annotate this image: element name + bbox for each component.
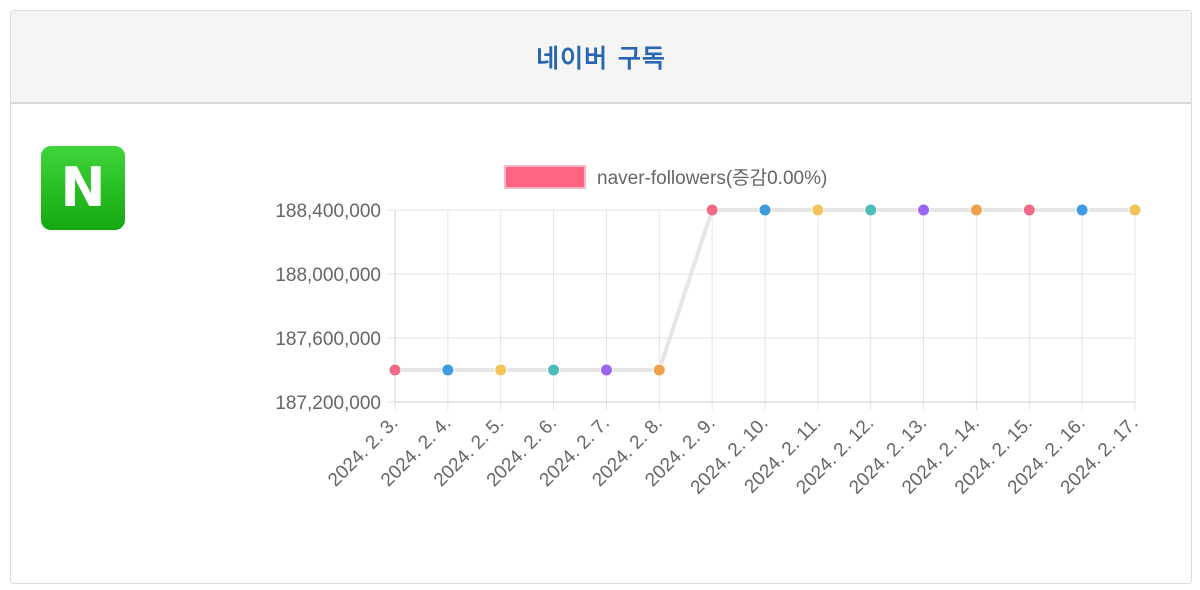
data-point	[811, 203, 825, 217]
y-tick-label: 188,000,000	[275, 265, 381, 286]
data-point	[705, 203, 719, 217]
card-title: 네이버 구독	[536, 43, 666, 73]
data-point	[547, 363, 561, 377]
data-point	[917, 203, 931, 217]
data-point	[864, 203, 878, 217]
data-point	[1128, 203, 1142, 217]
y-tick-label: 187,200,000	[275, 393, 381, 414]
chart-card: 네이버 구독 N	[10, 10, 1192, 584]
card-header: 네이버 구독	[11, 11, 1191, 104]
data-point	[388, 363, 402, 377]
data-point	[1022, 203, 1036, 217]
legend-swatch	[504, 165, 586, 189]
y-tick-label: 187,600,000	[275, 329, 381, 350]
data-point	[1075, 203, 1089, 217]
data-point	[758, 203, 772, 217]
data-point	[652, 363, 666, 377]
naver-logo-icon: N	[41, 146, 125, 230]
data-point	[599, 363, 613, 377]
data-point	[441, 363, 455, 377]
data-point	[494, 363, 508, 377]
data-point	[969, 203, 983, 217]
logo-letter: N	[60, 156, 106, 219]
y-tick-label: 188,400,000	[275, 201, 381, 222]
legend-label: naver-followers(증감0.00%)	[597, 167, 827, 189]
